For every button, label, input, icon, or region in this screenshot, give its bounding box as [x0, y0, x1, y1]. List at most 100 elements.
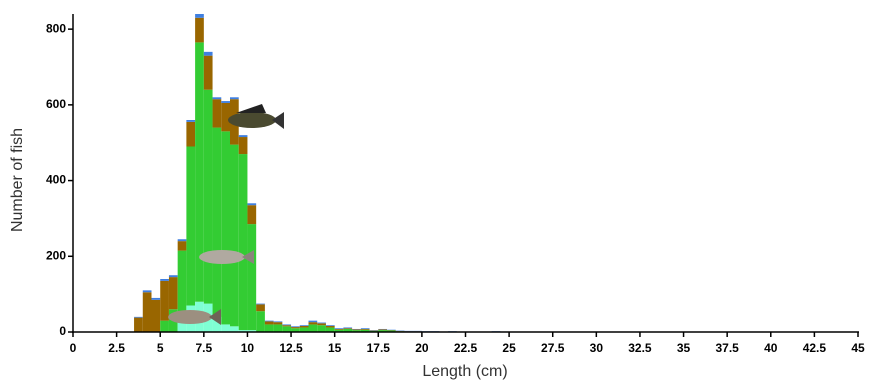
bar — [195, 17, 204, 43]
bar — [230, 326, 239, 332]
bar — [160, 280, 169, 321]
bar — [273, 321, 283, 323]
bar — [291, 327, 300, 329]
x-tick-label: 22.5 — [454, 341, 478, 355]
bar — [378, 330, 387, 332]
bar — [186, 121, 196, 147]
bar — [343, 328, 353, 329]
y-tick-label: 0 — [59, 324, 66, 338]
bar — [221, 131, 230, 325]
x-tick-label: 40 — [764, 341, 778, 355]
bar — [273, 324, 283, 332]
bar — [317, 325, 326, 332]
y-tick-label: 400 — [46, 173, 66, 187]
bar — [308, 322, 318, 325]
bar — [378, 329, 387, 331]
y-tick-label: 800 — [46, 21, 66, 35]
bar — [247, 203, 257, 206]
y-tick-label: 200 — [46, 248, 66, 262]
x-tick-label: 0 — [70, 341, 77, 355]
bar — [308, 324, 318, 332]
bar — [282, 325, 292, 327]
bar — [291, 326, 300, 328]
bar — [230, 144, 239, 327]
bar — [325, 327, 335, 332]
bar — [264, 321, 274, 325]
bar — [343, 327, 353, 329]
x-tick-label: 30 — [590, 341, 604, 355]
bar — [142, 292, 152, 332]
bar — [299, 325, 309, 328]
x-tick-label: 15 — [328, 341, 342, 355]
bar — [334, 328, 344, 330]
bar — [160, 279, 169, 281]
bar — [203, 55, 213, 90]
bar — [151, 297, 161, 300]
x-tick-label: 45 — [851, 341, 865, 355]
bar — [142, 290, 152, 293]
bar — [247, 330, 257, 332]
bar — [256, 311, 265, 332]
bar — [238, 135, 248, 138]
bar — [299, 327, 309, 332]
bar — [308, 320, 318, 323]
bar — [230, 97, 239, 100]
bar — [282, 324, 292, 326]
bar — [247, 205, 257, 225]
bar — [134, 317, 143, 332]
bar — [212, 316, 222, 332]
bar — [186, 120, 196, 122]
x-tick-label: 32.5 — [628, 341, 652, 355]
bar — [195, 42, 204, 302]
bar — [256, 304, 265, 312]
x-tick-label: 17.5 — [367, 341, 391, 355]
y-tick-label: 600 — [46, 97, 66, 111]
bar — [177, 241, 187, 251]
bar — [360, 328, 370, 329]
x-tick-label: 25 — [502, 341, 516, 355]
x-tick-label: 37.5 — [715, 341, 739, 355]
bar — [221, 324, 230, 332]
bar — [238, 154, 248, 331]
bar — [317, 322, 326, 324]
bar — [203, 89, 213, 304]
bar — [238, 330, 248, 332]
bar — [238, 137, 248, 155]
bar — [343, 328, 353, 332]
bar — [325, 325, 335, 328]
bar — [325, 325, 335, 326]
bar — [264, 320, 274, 322]
bar — [212, 127, 222, 317]
bar — [212, 97, 222, 100]
bar — [291, 328, 300, 332]
bar — [360, 328, 370, 330]
bar — [186, 146, 196, 306]
bar — [299, 325, 309, 326]
bar — [282, 326, 292, 332]
bar — [247, 224, 257, 331]
x-tick-label: 27.5 — [541, 341, 565, 355]
y-axis-title: Number of fish — [9, 128, 26, 232]
fish-icon — [228, 104, 284, 129]
bar — [387, 330, 396, 332]
fish-icon — [199, 250, 254, 264]
fish-icon — [168, 309, 221, 325]
bar — [195, 14, 204, 18]
bar — [221, 102, 230, 132]
x-axis-title: Length (cm) — [422, 363, 507, 380]
bar — [177, 322, 187, 332]
bar — [203, 51, 213, 56]
bar — [151, 299, 161, 332]
x-tick-label: 7.5 — [195, 341, 212, 355]
bar — [273, 322, 283, 325]
bar — [212, 99, 222, 128]
bar — [360, 329, 370, 332]
x-tick-label: 2.5 — [108, 341, 125, 355]
bar — [177, 239, 187, 242]
x-tick-label: 35 — [677, 341, 691, 355]
bar — [160, 320, 169, 332]
x-tick-label: 20 — [415, 341, 429, 355]
bar — [334, 328, 344, 329]
